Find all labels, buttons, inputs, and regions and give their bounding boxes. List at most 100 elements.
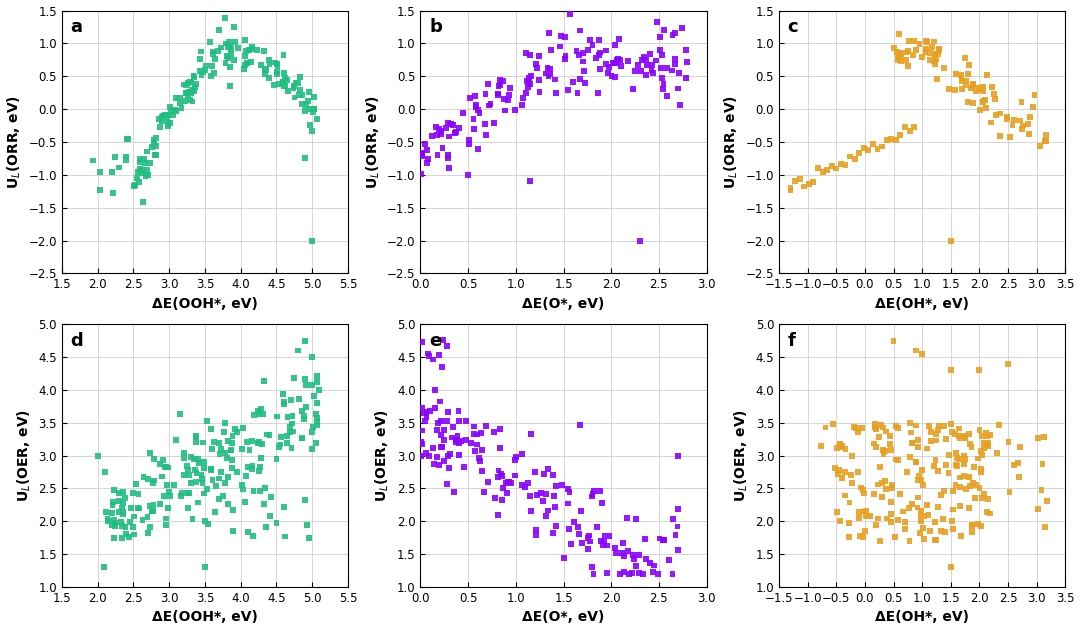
Point <box>162 106 179 116</box>
Point <box>908 345 926 355</box>
Point <box>157 462 174 472</box>
Point <box>902 418 919 428</box>
Point <box>1024 102 1041 112</box>
Point <box>1026 89 1043 100</box>
Point <box>502 478 519 488</box>
Point <box>544 528 562 538</box>
Point <box>958 484 975 494</box>
Point <box>917 36 934 46</box>
Point <box>139 169 157 180</box>
Point <box>666 28 684 38</box>
Point <box>933 490 950 500</box>
Point <box>444 120 461 130</box>
Point <box>896 122 914 132</box>
Point <box>653 50 671 60</box>
Point <box>303 352 321 362</box>
Point <box>123 503 140 513</box>
Point <box>156 491 173 501</box>
Point <box>296 106 313 116</box>
Point <box>851 507 868 517</box>
Point <box>917 44 934 54</box>
Point <box>922 427 940 437</box>
Point <box>584 40 602 50</box>
Point <box>124 522 141 532</box>
Point <box>826 462 843 472</box>
Point <box>875 449 892 459</box>
Point <box>1001 132 1018 142</box>
Point <box>154 110 172 120</box>
Point <box>494 471 511 481</box>
Point <box>975 438 993 449</box>
Point <box>298 520 315 530</box>
Point <box>1031 141 1049 151</box>
Point <box>534 496 551 506</box>
Point <box>834 472 851 483</box>
Point <box>435 425 453 435</box>
Point <box>433 442 450 452</box>
Point <box>426 459 443 469</box>
Point <box>311 385 328 395</box>
Point <box>633 66 650 76</box>
Point <box>106 515 123 525</box>
Point <box>885 336 902 346</box>
Point <box>308 398 325 408</box>
Point <box>600 62 618 72</box>
Point <box>308 371 325 381</box>
Point <box>429 452 446 462</box>
Point <box>1005 460 1023 470</box>
Point <box>245 410 262 420</box>
Point <box>928 535 945 545</box>
Point <box>963 522 981 532</box>
Point <box>971 365 988 375</box>
Point <box>135 472 152 483</box>
Point <box>850 467 867 477</box>
Point <box>627 514 645 524</box>
Point <box>909 474 927 484</box>
Point <box>950 454 968 464</box>
Point <box>948 453 966 463</box>
Point <box>1004 120 1022 130</box>
Point <box>139 474 157 484</box>
Point <box>272 432 289 442</box>
Point <box>472 428 489 438</box>
Point <box>653 72 671 83</box>
Point <box>960 472 977 482</box>
Point <box>897 47 915 57</box>
Point <box>593 536 610 546</box>
Point <box>447 127 464 137</box>
Point <box>243 42 260 52</box>
Point <box>189 454 206 464</box>
Point <box>442 449 459 459</box>
Point <box>495 94 512 105</box>
Point <box>432 125 449 135</box>
Point <box>837 491 854 501</box>
Point <box>930 44 947 54</box>
Point <box>184 96 201 106</box>
Point <box>840 532 858 542</box>
Point <box>222 44 240 54</box>
Point <box>467 100 484 110</box>
Point <box>224 462 241 472</box>
Point <box>1029 504 1047 514</box>
Point <box>909 493 927 503</box>
Point <box>104 520 121 530</box>
Point <box>104 166 121 176</box>
Point <box>260 55 278 65</box>
Point <box>957 80 974 90</box>
Point <box>117 522 134 532</box>
Point <box>563 539 580 549</box>
Point <box>986 94 1003 104</box>
Point <box>570 529 588 539</box>
Point <box>928 435 945 445</box>
Point <box>556 32 573 42</box>
Point <box>279 75 296 85</box>
Point <box>137 171 154 181</box>
Point <box>953 72 970 83</box>
Point <box>651 45 669 55</box>
Point <box>427 403 444 413</box>
Point <box>522 176 539 186</box>
Point <box>964 478 982 488</box>
Point <box>435 456 453 466</box>
Point <box>159 113 176 123</box>
Point <box>960 503 977 513</box>
